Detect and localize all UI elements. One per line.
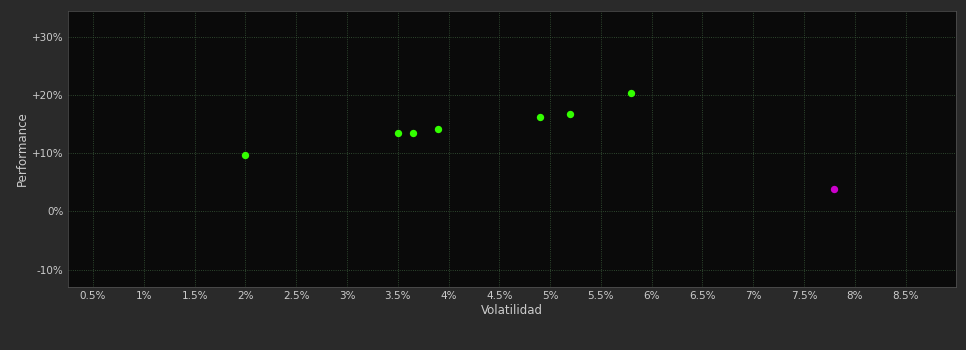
Point bbox=[562, 111, 578, 116]
Point bbox=[405, 131, 420, 136]
Point bbox=[624, 90, 639, 96]
Point bbox=[532, 114, 548, 120]
Point bbox=[238, 152, 253, 158]
Y-axis label: Performance: Performance bbox=[16, 111, 29, 186]
X-axis label: Volatilidad: Volatilidad bbox=[481, 304, 543, 317]
Point bbox=[827, 187, 842, 192]
Point bbox=[390, 131, 406, 136]
Point bbox=[431, 126, 446, 132]
